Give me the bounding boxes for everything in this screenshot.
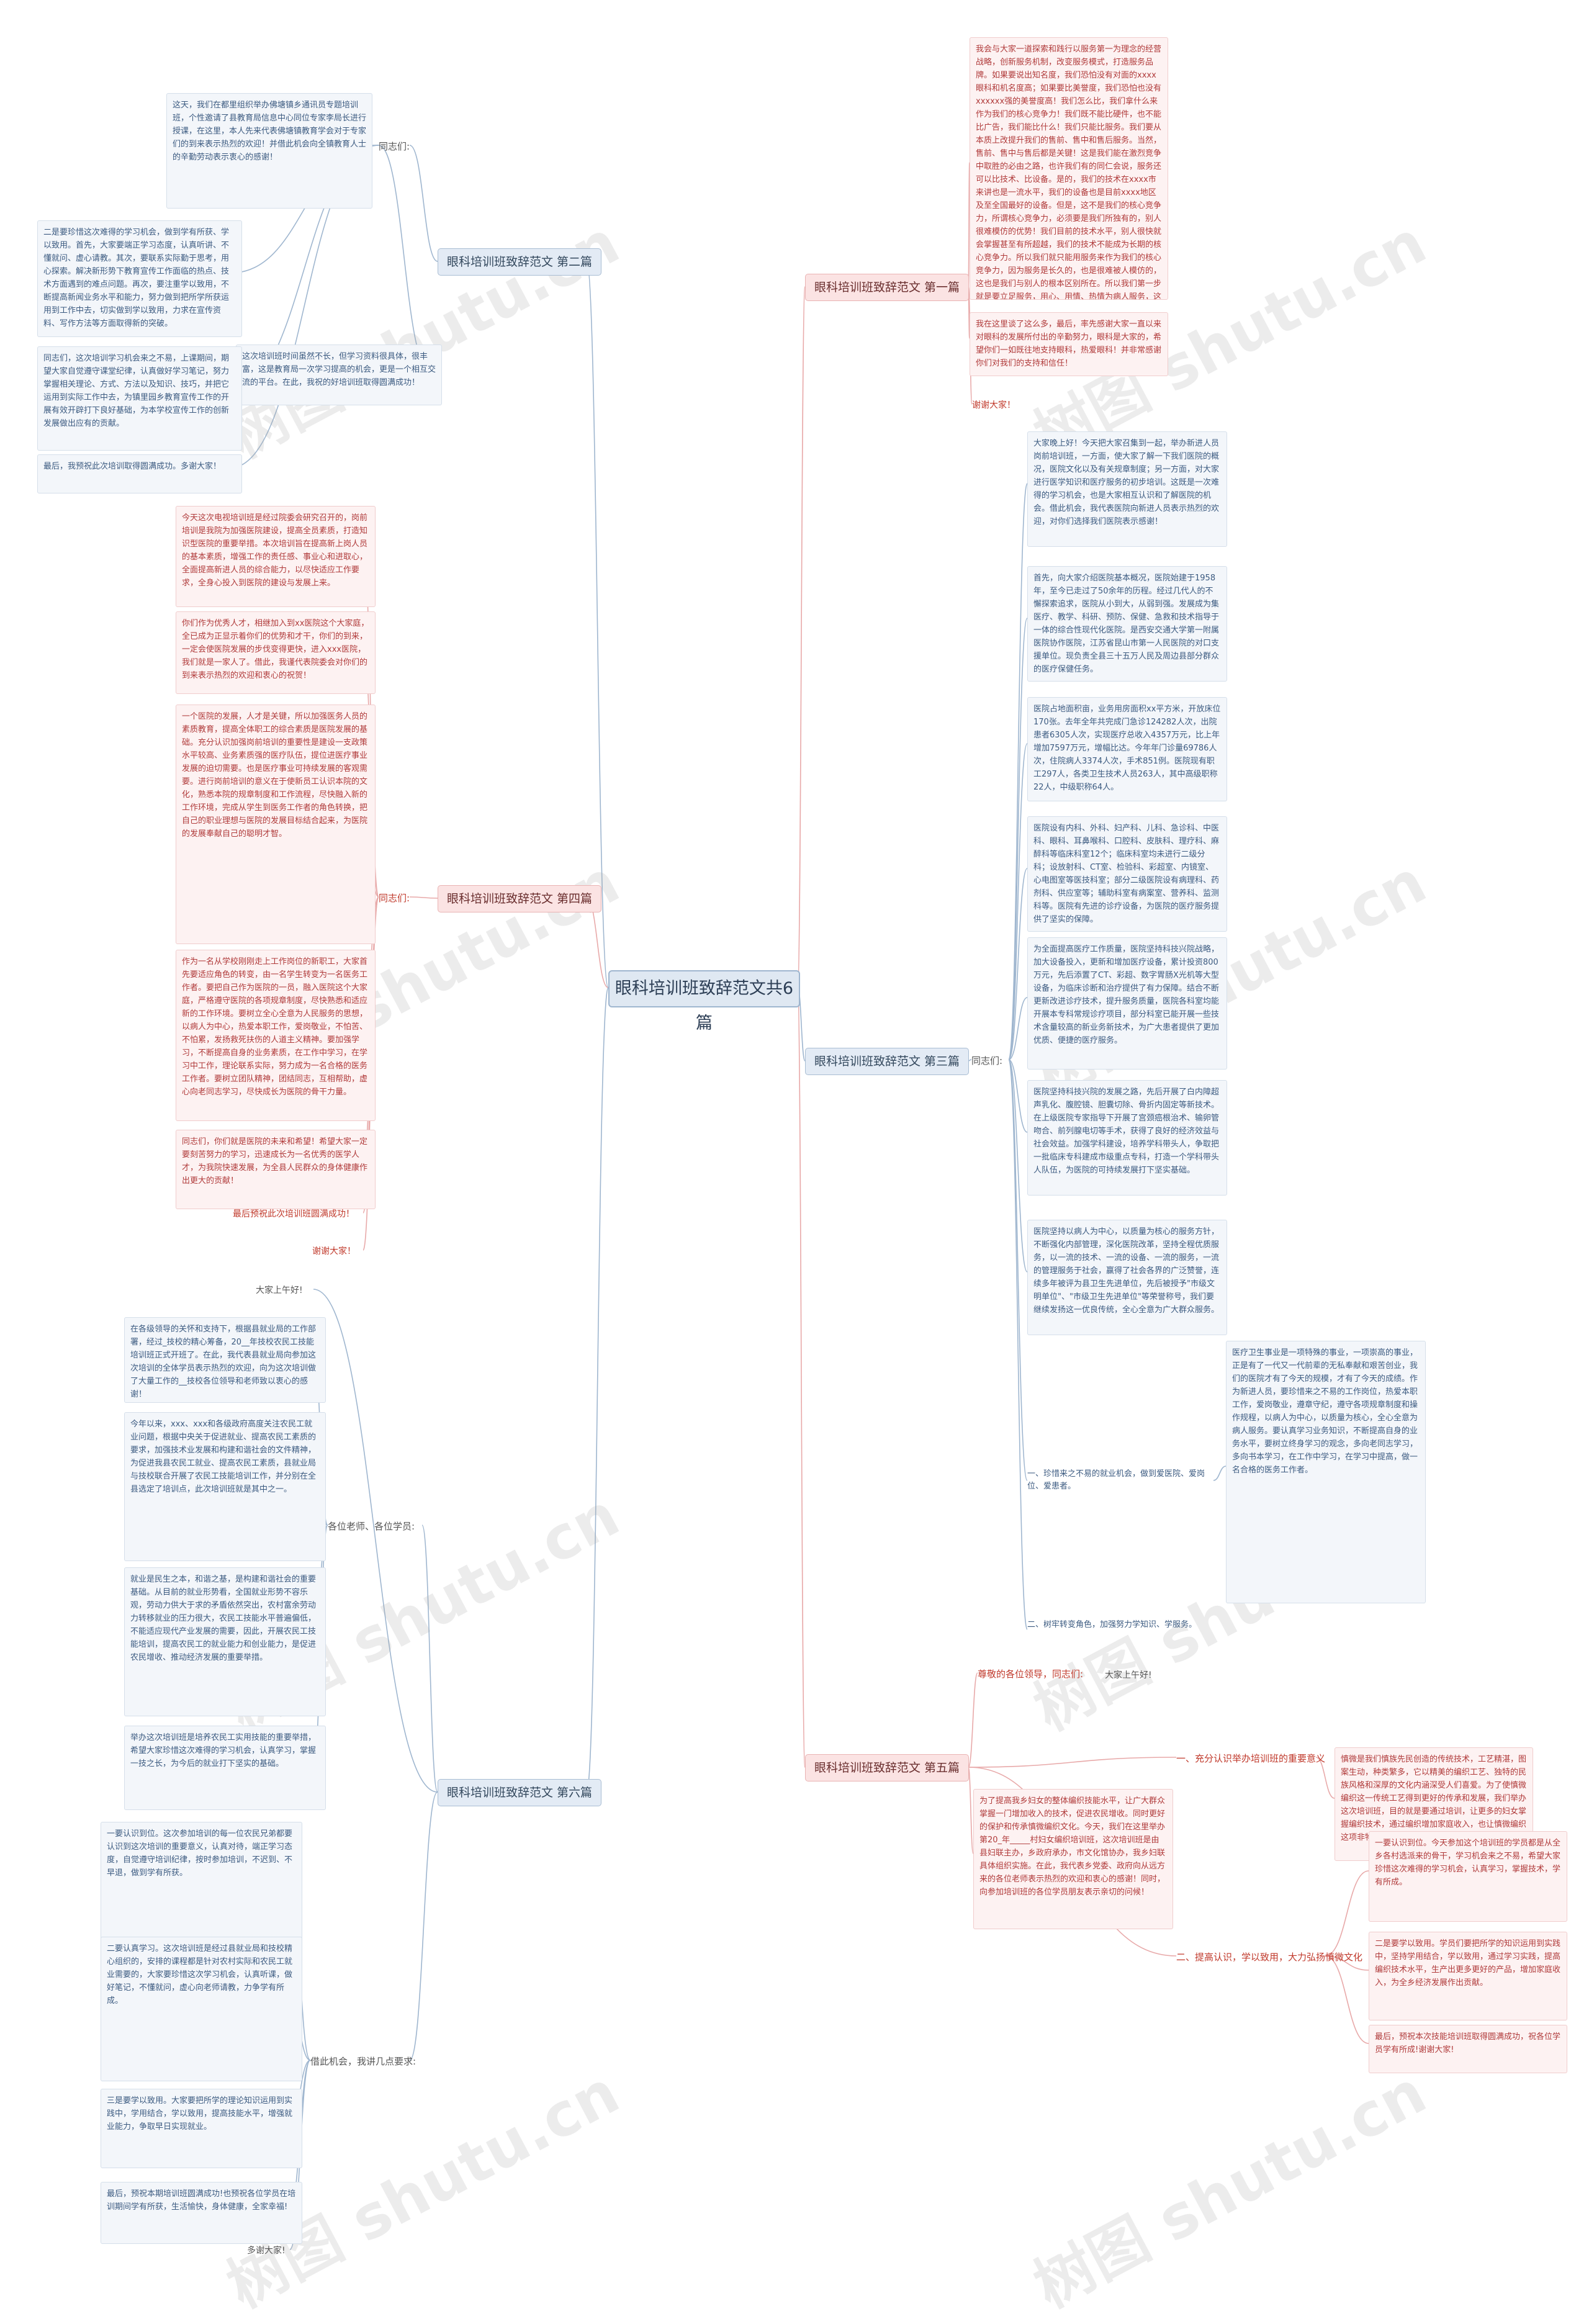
note-ch5-closing: 最后，预祝本次技能培训班取得圆满成功，祝各位学员学有所成!谢谢大家! (1369, 2025, 1567, 2073)
connector-line (409, 145, 438, 262)
connector-line (1325, 1870, 1369, 1957)
note-ch5-apply: 二是要学以致用。学员们要把所学的知识运用到实践中，坚持学用结合，学以致用，通过学… (1369, 1932, 1567, 2020)
watermark: 树图 shutu.cn (1023, 2057, 1437, 2322)
connector-line (1213, 1466, 1227, 1481)
watermark: 树图 shutu.cn (216, 207, 630, 472)
ch6-address: 各位老师、各位学员: (328, 1521, 415, 1532)
connector-line (1008, 1059, 1028, 1133)
note-ch6-opening: 在各级领导的关怀和支持下，根据县就业局的工作部署，经过_技校的精心筹备，20__… (124, 1317, 326, 1403)
note-ch4-talent: 一个医院的发展，人才是关键，所以加强医务人员的素质教育，提高全体职工的综合素质是… (176, 705, 376, 944)
branch-chapter-2[interactable]: 眼科培训班致辞范文 第二篇 (438, 248, 602, 276)
note-ch1-closing: 我在这里谈了这么多，最后，率先感谢大家一直以来对眼科的发展所付出的辛勤努力，眼科… (970, 312, 1168, 376)
ch5-greeting-tail: 大家上午好! (1105, 1670, 1152, 1680)
note-ch6-req-1: 一要认识到位。这次参加培训的每一位农民兄弟都要认识到这次培训的重要意义，认真对待… (101, 1822, 302, 1957)
branch-chapter-1[interactable]: 眼科培训班致辞范文 第一篇 (805, 274, 970, 301)
note-ch6-opportunity: 举办这次培训班是培养农民工实用技能的重要举措，希望大家珍惜这次难得的学习机会，认… (124, 1726, 326, 1810)
ch3-point-1: 一、珍惜来之不易的就业机会，做到爱医院、爱岗位、爱患者。 (1027, 1469, 1205, 1491)
ch6-requirements: 借此机会，我讲几点要求: (310, 2056, 416, 2067)
note-ch2-closing: 最后，我预祝此次培训取得圆满成功。多谢大家！ (37, 454, 242, 493)
note-ch4-purpose: 今天这次电视培训班是经过院委会研究召开的，岗前培训是我院为加强医院建设，提高全员… (176, 506, 376, 607)
ch5-point-2: 二、提高认识，学以致用，大力弘扬慎微文化 (1176, 1952, 1363, 1963)
connector-line (1008, 743, 1028, 1060)
connector-line (409, 896, 438, 899)
note-ch3-welcome: 大家晚上好！今天把大家召集到一起，举办新进人员岗前培训班，一方面，使大家了解一下… (1027, 431, 1227, 547)
note-ch5-intro: 为了提高我乡妇女的整体编织技能水平，让广大群众掌握一门增加收入的技术，促进农民增… (973, 1789, 1173, 1929)
ch5-greeting: 尊敬的各位领导，同志们: (978, 1669, 1084, 1680)
note-ch3-history: 首先，向大家介绍医院基本概况，医院始建于1958年，至今已走过了50余年的历程。… (1027, 566, 1227, 682)
note-ch5-awareness: 一要认识到位。今天参加这个培训班的学员都是从全乡各村选派来的骨干，学习机会来之不… (1369, 1831, 1567, 1922)
note-ch6-req-3: 三是要学以致用。大家要把所学的理论知识运用到实践中，学用结合，学以致用，提高技能… (101, 2089, 302, 2168)
connector-line (421, 1525, 438, 1793)
ch5-point-1: 一、充分认识举办培训班的重要意义 (1176, 1753, 1326, 1764)
connector-line (1008, 997, 1028, 1060)
branch-chapter-6[interactable]: 眼科培训班致辞范文 第六篇 (438, 1779, 602, 1806)
note-ch6-background: 今年以来，xxx、xxx和各级政府高度关注农民工就业问题，根据中央关于促进就业、… (124, 1412, 326, 1561)
connector-line (968, 1672, 978, 1768)
connector-line (586, 987, 609, 1793)
ch3-point-2: 二、树牢转变角色，加强努力学知识、学服务。 (1027, 1620, 1197, 1629)
connector-line (1008, 868, 1028, 1060)
connector-line (797, 987, 806, 1768)
connector-line (1008, 1059, 1028, 1272)
note-ch4-role: 作为一名从学校刚刚走上工作岗位的新职工，大家首先要适应角色的转变，由一名学生转变… (176, 950, 376, 1121)
connector-line (1325, 1955, 1369, 2044)
ch4-closing: 最后预祝此次培训班圆满成功！ (233, 1209, 354, 1219)
note-ch2-study: 二是要珍惜这次难得的学习机会，做到学有所获、学以致用。首先，大家要端正学习态度，… (37, 220, 242, 337)
connector-line (1008, 1059, 1028, 1630)
connector-line (968, 1757, 1177, 1768)
connector-line (313, 1289, 438, 1793)
note-ch3-departments: 医院设有内科、外科、妇产科、儿科、急诊科、中医科、眼科、耳鼻喉科、口腔科、皮肤科… (1027, 816, 1227, 932)
note-ch1-body: 我会与大家一道探索和践行以服务第一为理念的经营战略，创新服务机制，改变服务模式，… (970, 37, 1168, 300)
branch-chapter-3[interactable]: 眼科培训班致辞范文 第三篇 (805, 1048, 970, 1075)
ch4-thanks: 谢谢大家！ (312, 1246, 356, 1256)
note-ch3-advice: 医疗卫生事业是一项特殊的事业，一项崇高的事业，正是有了一代又一代前辈的无私奉献和… (1226, 1341, 1426, 1603)
ch1-thanks: 谢谢大家！ (972, 400, 1015, 410)
note-ch6-employment: 就业是民生之本，和谐之基，是构建和谐社会的重要基础。从目前的就业形势看，全国就业… (124, 1567, 326, 1716)
connector-line (1008, 1059, 1028, 1481)
connector-line (378, 145, 430, 370)
connector-line (586, 261, 609, 988)
note-ch3-technology: 医院坚持科技兴院的发展之路，先后开展了白内障超声乳化、腹腔镜、胆囊切除、骨折内固… (1027, 1080, 1227, 1196)
root-topic[interactable]: 眼科培训班致辞范文共6篇 (608, 970, 800, 1033)
note-ch2-intro: 这天，我们在都里组织举办佛塘镇乡通讯员专题培训班，个性邀请了县教育局信息中心同位… (166, 93, 372, 209)
ch6-thanks: 多谢大家! (247, 2246, 286, 2256)
ch4-greeting: 同志们: (379, 893, 410, 904)
connector-line (797, 286, 806, 988)
note-ch3-equipment: 为全面提高医疗工作质量，医院坚持科技兴院战略，加大设备投入，更新和增加医疗设备，… (1027, 937, 1227, 1070)
note-ch2-discipline: 同志们，这次培训学习机会来之不易，上课期间，期望大家自觉遵守课堂纪律，认真做好学… (37, 346, 242, 451)
branch-chapter-5[interactable]: 眼科培训班致辞范文 第五篇 (805, 1754, 970, 1781)
note-ch4-welcome: 你们作为优秀人才，相继加入到xx医院这个大家庭，全已成为正显示着你们的优势和才干… (176, 611, 376, 694)
note-ch2-course: 这次培训班时间虽然不长，但学习资料很具体，很丰富，这是教育局一次学习提高的机会，… (236, 345, 442, 405)
connector-line (409, 1791, 438, 2061)
ch3-greeting: 同志们: (971, 1055, 1003, 1066)
note-ch6-req-2: 二要认真学习。这次培训班是经过县就业局和技校精心组织的，安排的课程都是针对农村实… (101, 1937, 302, 2081)
branch-chapter-4[interactable]: 眼科培训班致辞范文 第四篇 (438, 885, 602, 912)
note-ch3-scale: 医院占地面积亩，业务用房面积xx平方米，开放床位170张。去年全年共完成门急诊1… (1027, 697, 1227, 801)
ch6-greeting: 大家上午好! (256, 1286, 303, 1295)
note-ch3-service: 医院坚持以病人为中心，以质量为核心的服务方针，不断强化内部管理，深化医院改革，坚… (1027, 1220, 1227, 1335)
ch2-greeting: 同志们: (379, 141, 410, 152)
connector-line (1008, 618, 1028, 1060)
connector-line (968, 1767, 974, 1854)
note-ch6-closing: 最后，预祝本期培训班圆满成功!也预祝各位学员在培训期间学有所获，生活愉快，身体健… (101, 2182, 302, 2244)
note-ch4-hope: 同志们，你们就是医院的未来和希望！希望大家一定要刻苦努力的学习，迅速成长为一名优… (176, 1130, 376, 1209)
connector-line (1008, 483, 1028, 1060)
